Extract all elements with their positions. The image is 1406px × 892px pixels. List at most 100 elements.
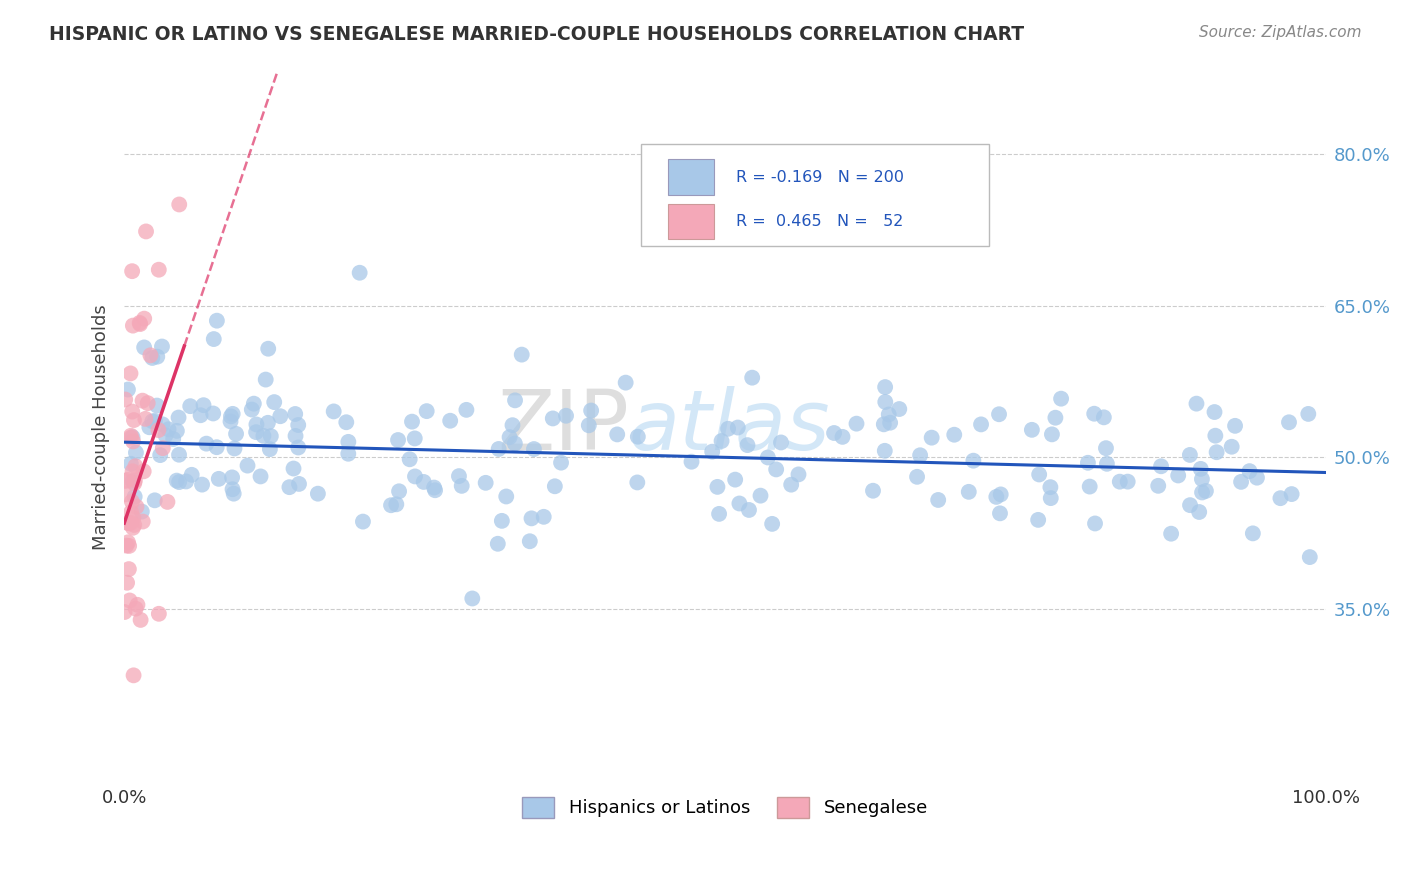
Point bbox=[1191, 485, 1213, 500]
Point bbox=[225, 426, 247, 441]
Point bbox=[120, 516, 142, 530]
Point bbox=[1185, 397, 1208, 411]
Point bbox=[138, 420, 160, 434]
Point bbox=[1298, 407, 1320, 421]
Point bbox=[337, 447, 360, 461]
Point bbox=[129, 317, 152, 331]
Point bbox=[1108, 475, 1130, 489]
Point bbox=[117, 383, 139, 397]
Point bbox=[1205, 445, 1227, 459]
Point bbox=[579, 403, 602, 417]
Point bbox=[167, 475, 190, 489]
Point bbox=[398, 452, 420, 467]
Point bbox=[125, 500, 148, 514]
Point bbox=[162, 432, 184, 446]
Point bbox=[224, 442, 246, 456]
Point bbox=[1095, 441, 1118, 455]
Point bbox=[614, 376, 637, 390]
Point bbox=[1281, 487, 1303, 501]
Point bbox=[352, 515, 374, 529]
Point bbox=[148, 262, 170, 277]
Point bbox=[1092, 410, 1115, 425]
Point bbox=[523, 442, 546, 456]
Point bbox=[1178, 498, 1201, 512]
Point bbox=[120, 367, 142, 381]
Point bbox=[380, 498, 402, 512]
Point bbox=[1045, 410, 1067, 425]
Point bbox=[307, 486, 329, 500]
Point bbox=[988, 407, 1011, 421]
Point bbox=[122, 668, 145, 682]
Point bbox=[412, 475, 434, 489]
Point bbox=[122, 521, 145, 535]
Point bbox=[117, 473, 139, 487]
Point bbox=[606, 427, 628, 442]
Point bbox=[132, 515, 155, 529]
Point bbox=[749, 489, 772, 503]
Point bbox=[125, 445, 148, 459]
Point bbox=[503, 436, 526, 450]
Point bbox=[152, 417, 174, 432]
Point bbox=[128, 316, 150, 330]
Point bbox=[1077, 456, 1099, 470]
Point bbox=[146, 399, 169, 413]
Point bbox=[439, 414, 461, 428]
Point bbox=[761, 516, 783, 531]
Point bbox=[245, 425, 267, 439]
Point bbox=[129, 613, 152, 627]
Point bbox=[921, 431, 943, 445]
Point bbox=[245, 417, 267, 432]
Point bbox=[873, 417, 896, 432]
Point bbox=[179, 399, 201, 413]
Point bbox=[120, 505, 142, 519]
Point bbox=[252, 429, 274, 443]
Point bbox=[148, 607, 170, 621]
Point bbox=[765, 462, 787, 476]
Point bbox=[141, 414, 163, 428]
Point bbox=[1270, 491, 1292, 506]
Point bbox=[114, 392, 136, 407]
Point bbox=[124, 490, 146, 504]
Point bbox=[335, 415, 357, 429]
Point bbox=[706, 480, 728, 494]
Point bbox=[284, 429, 307, 443]
Point bbox=[136, 396, 159, 410]
Point bbox=[1160, 526, 1182, 541]
Point bbox=[533, 509, 555, 524]
Point bbox=[423, 483, 446, 498]
Point bbox=[122, 318, 145, 333]
FancyBboxPatch shape bbox=[641, 144, 990, 246]
Point bbox=[1195, 483, 1218, 498]
Point bbox=[322, 404, 344, 418]
Point bbox=[627, 430, 650, 444]
Point bbox=[167, 448, 190, 462]
Point bbox=[502, 418, 524, 433]
Point bbox=[727, 420, 749, 434]
Point bbox=[118, 516, 141, 531]
Point bbox=[681, 455, 703, 469]
Point bbox=[152, 441, 174, 455]
Point bbox=[550, 456, 572, 470]
Point bbox=[122, 510, 145, 524]
Point bbox=[1204, 428, 1226, 442]
Point bbox=[146, 350, 169, 364]
Point bbox=[1116, 475, 1139, 489]
Y-axis label: Married-couple Households: Married-couple Households bbox=[93, 304, 110, 549]
Point bbox=[845, 417, 868, 431]
Text: HISPANIC OR LATINO VS SENEGALESE MARRIED-COUPLE HOUSEHOLDS CORRELATION CHART: HISPANIC OR LATINO VS SENEGALESE MARRIED… bbox=[49, 25, 1025, 44]
Point bbox=[519, 534, 541, 549]
Point bbox=[349, 266, 371, 280]
Point bbox=[167, 197, 190, 211]
Point bbox=[957, 484, 980, 499]
Point bbox=[284, 407, 307, 421]
Point bbox=[156, 495, 179, 509]
Point bbox=[167, 410, 190, 425]
Point bbox=[1039, 480, 1062, 494]
Point bbox=[461, 591, 484, 606]
Point bbox=[456, 402, 478, 417]
Point bbox=[120, 430, 142, 444]
Point bbox=[337, 434, 360, 449]
Point bbox=[1223, 418, 1246, 433]
Point bbox=[115, 539, 138, 553]
Point bbox=[278, 480, 301, 494]
